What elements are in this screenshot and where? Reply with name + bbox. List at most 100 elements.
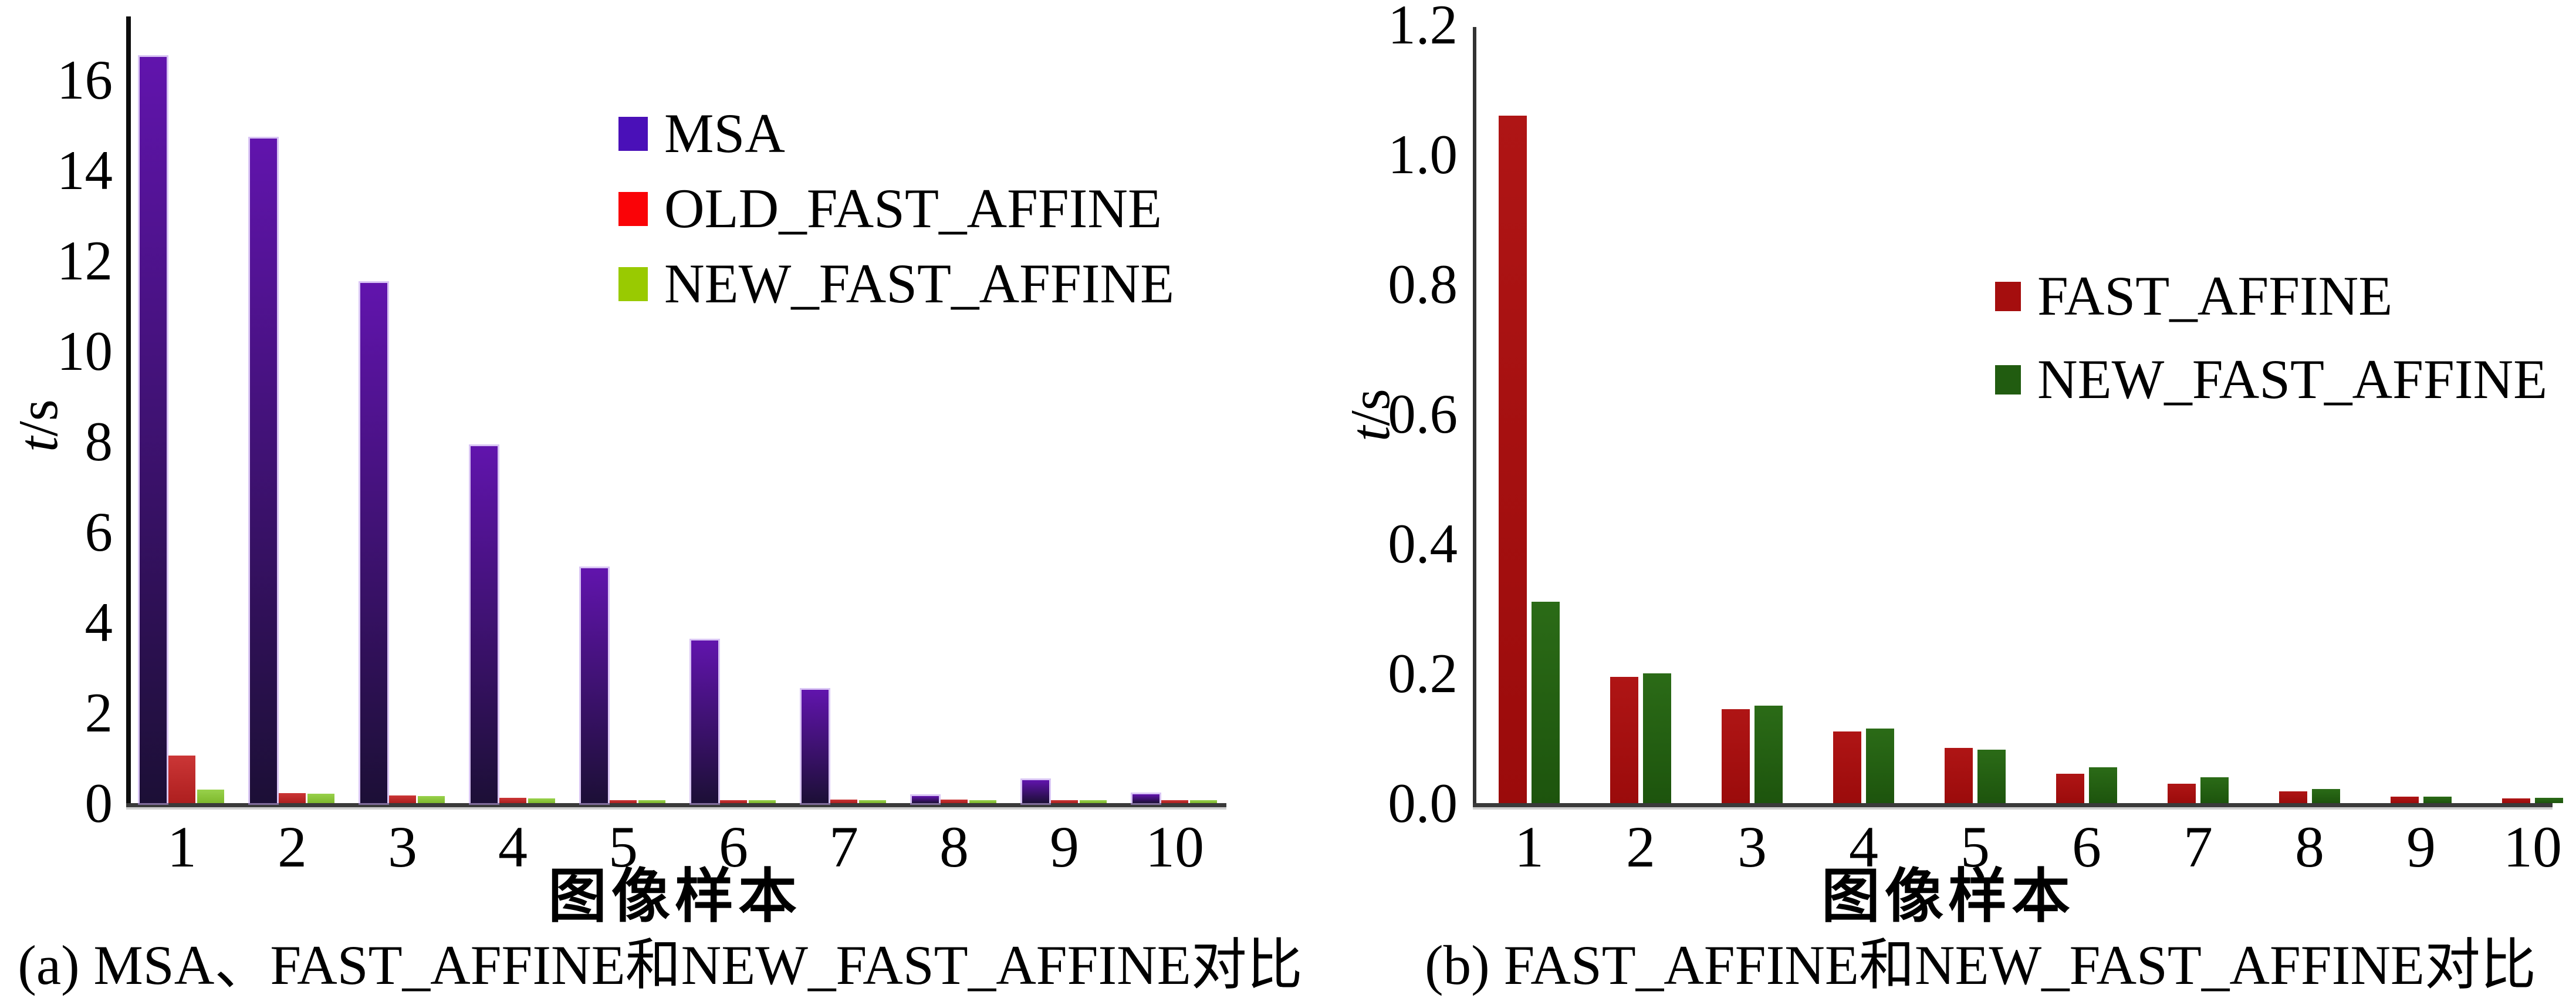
bar-old_fast_affine-sample-7 (830, 800, 857, 803)
bar-new_fast_affine-sample-8 (2312, 789, 2340, 803)
new-fast-affine-b-legend-swatch (1995, 365, 2021, 395)
legend-item-new-fast-affine-a: NEW_FAST_AFFINE (618, 253, 1174, 315)
x-tick-label: 6 (2072, 814, 2101, 879)
bar-new_fast_affine-sample-3 (418, 796, 445, 803)
x-tick-label: 1 (167, 814, 197, 879)
bar-msa-sample-8 (912, 796, 939, 803)
y-tick-label: 0.0 (1388, 772, 1458, 834)
bar-new_fast_affine-sample-6 (749, 800, 776, 803)
bar-old_fast_affine-sample-3 (389, 795, 416, 803)
x-tick-label: 4 (1849, 814, 1878, 879)
msa-legend-swatch (618, 116, 648, 151)
panel-a-x-axis (126, 803, 1226, 807)
x-tick-label: 2 (278, 814, 307, 879)
bar-new_fast_affine-sample-7 (2200, 777, 2229, 803)
panel-b-y-axis (1473, 27, 1476, 805)
x-tick-label: 1 (1515, 814, 1544, 879)
panel-b-x-axis-label: 图像样本 (1821, 864, 2075, 929)
y-tick-label: 0.6 (1388, 383, 1458, 445)
y-tick-label: 1.2 (1388, 0, 1458, 56)
x-tick-label: 6 (719, 814, 748, 879)
bar-new_fast_affine-sample-1 (1532, 602, 1560, 803)
legend-item-new-fast-affine-b: NEW_FAST_AFFINE (1995, 349, 2547, 410)
bar-old_fast_affine-sample-2 (279, 793, 306, 803)
bar-fast_affine-sample-9 (2391, 797, 2419, 803)
legend-item-old-fast-affine: OLD_FAST_AFFINE (618, 178, 1162, 240)
y-tick-label: 12 (57, 230, 113, 292)
bar-new_fast_affine-sample-4 (1866, 729, 1894, 803)
x-tick-label: 4 (498, 814, 528, 879)
bar-new_fast_affine-sample-7 (859, 800, 886, 803)
x-tick-label: 5 (1960, 814, 1990, 879)
bar-old_fast_affine-sample-8 (941, 800, 968, 803)
bar-new_fast_affine-sample-3 (1754, 706, 1783, 803)
bar-new_fast_affine-sample-10 (2535, 798, 2563, 803)
panel-a-y-axis (126, 16, 131, 805)
y-tick-label: 16 (57, 49, 113, 111)
x-tick-label: 3 (388, 814, 417, 879)
y-tick-label: 10 (57, 320, 113, 382)
y-tick-label: 0.2 (1388, 642, 1458, 704)
fast-affine-legend-swatch (1995, 281, 2021, 311)
bar-new_fast_affine-sample-1 (197, 790, 224, 803)
y-tick-label: 1.0 (1388, 123, 1458, 186)
fast-affine-legend-label: FAST_AFFINE (2037, 265, 2393, 327)
bar-old_fast_affine-sample-10 (1161, 800, 1188, 803)
bar-old_fast_affine-sample-5 (610, 800, 637, 803)
bar-new_fast_affine-sample-9 (2423, 797, 2452, 803)
bar-msa-sample-7 (802, 690, 829, 803)
x-tick-label: 3 (1737, 814, 1767, 879)
bar-fast_affine-sample-10 (2502, 798, 2530, 803)
bar-new_fast_affine-sample-9 (1080, 800, 1107, 803)
bar-new_fast_affine-sample-4 (528, 798, 555, 803)
old-fast-affine-legend-swatch (618, 191, 648, 226)
y-tick-label: 14 (57, 139, 113, 201)
bar-msa-sample-9 (1022, 780, 1049, 803)
x-tick-label: 7 (829, 814, 858, 879)
x-tick-label: 9 (2406, 814, 2436, 879)
y-tick-label: 2 (84, 682, 113, 744)
bar-fast_affine-sample-5 (1945, 748, 1973, 803)
bar-fast_affine-sample-8 (2279, 791, 2307, 803)
bar-fast_affine-sample-3 (1722, 709, 1750, 803)
bar-fast_affine-sample-1 (1499, 116, 1527, 803)
y-tick-label: 6 (84, 501, 113, 563)
msa-legend-label: MSA (664, 102, 785, 164)
bar-old_fast_affine-sample-1 (168, 756, 195, 803)
x-tick-label: 8 (2295, 814, 2324, 879)
x-tick-label: 7 (2183, 814, 2213, 879)
bar-msa-sample-6 (691, 640, 718, 803)
bar-new_fast_affine-sample-8 (969, 800, 996, 803)
bar-msa-sample-2 (250, 139, 277, 803)
y-tick-label: 0.4 (1388, 513, 1458, 575)
bar-msa-sample-3 (360, 283, 387, 803)
bar-new_fast_affine-sample-2 (1643, 673, 1671, 803)
y-tick-label: 0 (84, 772, 113, 834)
panel-b-x-axis (1473, 803, 2553, 807)
bar-msa-sample-1 (140, 57, 167, 803)
panel-b-caption: (b) FAST_AFFINE和NEW_FAST_AFFINE对比 (1425, 934, 2536, 996)
bar-old_fast_affine-sample-6 (720, 800, 747, 803)
y-tick-label: 8 (84, 410, 113, 473)
x-tick-label: 8 (939, 814, 969, 879)
bar-fast_affine-sample-2 (1610, 677, 1638, 803)
bar-msa-sample-5 (581, 568, 608, 803)
legend-item-msa: MSA (618, 103, 785, 164)
bar-old_fast_affine-sample-4 (499, 798, 526, 803)
new-fast-affine-a-legend-swatch (618, 267, 648, 301)
x-tick-label: 2 (1626, 814, 1655, 879)
x-tick-label: 10 (2503, 814, 2562, 879)
bar-msa-sample-10 (1133, 794, 1159, 803)
x-tick-label: 10 (1145, 814, 1204, 879)
x-tick-label: 5 (608, 814, 638, 879)
bar-fast_affine-sample-7 (2168, 784, 2196, 803)
panel-a-caption: (a) MSA、FAST_AFFINE和NEW_FAST_AFFINE对比 (18, 934, 1303, 996)
bar-new_fast_affine-sample-5 (1977, 750, 2006, 803)
new-fast-affine-b-legend-label: NEW_FAST_AFFINE (2037, 348, 2548, 410)
panel-a-x-axis-label: 图像样本 (548, 864, 802, 929)
bar-msa-sample-4 (471, 446, 498, 803)
bar-fast_affine-sample-4 (1833, 731, 1861, 803)
bar-new_fast_affine-sample-5 (638, 800, 665, 803)
y-tick-label: 4 (84, 591, 113, 653)
